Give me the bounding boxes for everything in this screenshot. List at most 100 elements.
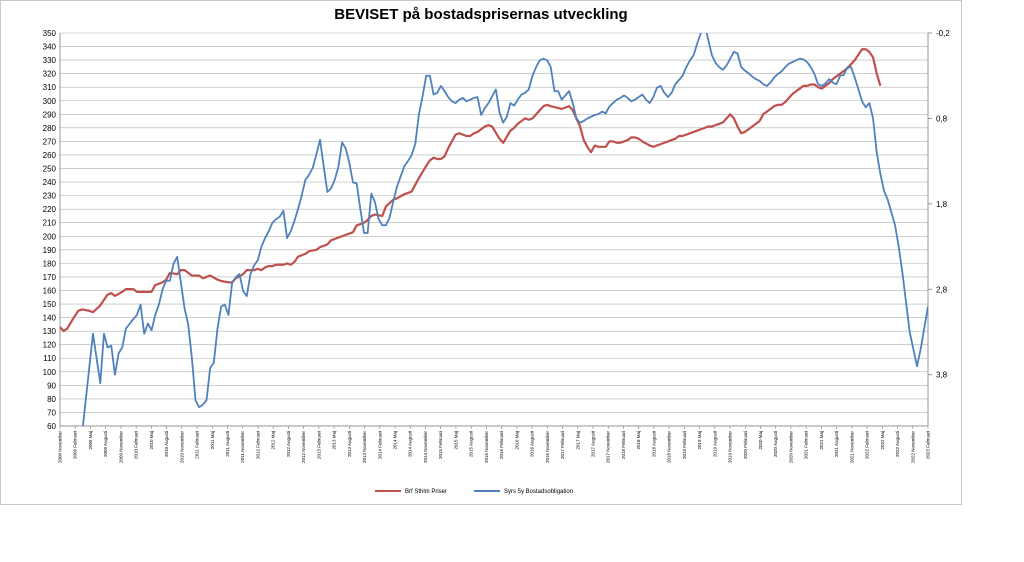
- x-tick-label: 2015 Maj: [453, 431, 458, 450]
- series-lines: [60, 33, 928, 426]
- left-tick-label: 190: [43, 246, 57, 255]
- x-tick-label: 2018 Augusti: [651, 431, 656, 457]
- x-tick-label: 2014 Augusti: [408, 431, 413, 457]
- left-tick-label: 130: [43, 327, 57, 336]
- chart-title: BEVISET på bostadsprisernas utveckling: [334, 6, 628, 23]
- x-tick-label: 2012 Februari: [255, 431, 260, 459]
- left-tick-label: 240: [43, 178, 57, 187]
- x-tick-label: 2021 Maj: [819, 431, 824, 450]
- right-tick-label: 1,8: [936, 200, 948, 209]
- x-tick-label: 2011 Maj: [210, 431, 215, 449]
- x-tick-label: 2008 November: [58, 431, 63, 464]
- left-tick-label: 350: [43, 29, 57, 38]
- left-tick-label: 100: [43, 368, 57, 377]
- left-tick-label: 340: [43, 43, 57, 52]
- legend-label: Syrs 5y Bostadsobligation: [504, 489, 573, 495]
- x-tick-label: 2017 Augusti: [590, 431, 595, 457]
- x-tick-label: 2017 Februari: [560, 431, 565, 459]
- x-axis-ticks: 2008 November 2009 Februari 2009 Maj 2009 A…: [58, 426, 931, 463]
- left-tick-label: 230: [43, 192, 57, 201]
- right-tick-label: -0,2: [936, 29, 950, 38]
- left-tick-label: 70: [47, 408, 56, 417]
- right-tick-label: 3,8: [936, 371, 948, 380]
- x-tick-label: 2009 Februari: [73, 431, 78, 459]
- chart-frame: [0, 0, 962, 505]
- left-tick-label: 200: [43, 232, 57, 241]
- x-tick-label: 2019 Maj: [697, 431, 702, 450]
- x-tick-label: 2015 Augusti: [469, 431, 474, 457]
- left-tick-label: 280: [43, 124, 57, 133]
- x-tick-label: 2018 November: [667, 431, 672, 464]
- x-tick-label: 2022 November: [910, 431, 915, 464]
- x-tick-label: 2021 Februari: [804, 431, 809, 459]
- x-tick-label: 2015 November: [484, 431, 489, 464]
- line-chart: 60 70 80 90 100 110 120 130 140 150 160 170 180 190 20…: [43, 29, 951, 495]
- x-tick-label: 2013 Maj: [332, 431, 337, 450]
- legend-label: Brf Sthlm Priser: [405, 489, 447, 495]
- left-tick-label: 80: [47, 395, 56, 404]
- x-tick-label: 2016 Augusti: [530, 431, 535, 457]
- right-tick-label: 2,8: [936, 285, 948, 294]
- x-tick-label: 2011 Augusti: [225, 431, 230, 457]
- x-tick-label: 2009 Maj: [88, 431, 93, 450]
- series-line-brf-sthlm-priser: [60, 48, 882, 333]
- x-tick-label: 2010 Augusti: [164, 431, 169, 457]
- series-line-bostadsobligation: [81, 33, 928, 426]
- left-axis-ticks: 60 70 80 90 100 110 120 130 140 150 160 170 180 190 20…: [43, 29, 57, 431]
- left-tick-label: 270: [43, 137, 57, 146]
- left-tick-label: 170: [43, 273, 57, 282]
- x-tick-label: 2013 Augusti: [347, 431, 352, 457]
- left-tick-label: 120: [43, 341, 57, 350]
- x-tick-label: 2021 November: [849, 431, 854, 464]
- x-tick-label: 2015 Februari: [438, 431, 443, 459]
- left-tick-label: 220: [43, 205, 57, 214]
- x-tick-label: 2016 Februari: [499, 431, 504, 459]
- left-tick-label: 150: [43, 300, 57, 309]
- x-tick-label: 2011 November: [240, 431, 245, 463]
- x-tick-label: 2012 Augusti: [286, 431, 291, 457]
- x-tick-label: 2018 Maj: [636, 431, 641, 450]
- x-tick-label: 2019 November: [728, 431, 733, 464]
- x-tick-label: 2010 November: [179, 431, 184, 464]
- x-tick-label: 2009 Augusti: [103, 431, 108, 457]
- x-tick-label: 2020 November: [788, 431, 793, 464]
- right-tick-label: 0,8: [936, 114, 948, 123]
- x-tick-label: 2020 Maj: [758, 431, 763, 450]
- left-tick-label: 290: [43, 110, 57, 119]
- x-tick-label: 2012 November: [301, 431, 306, 464]
- left-tick-label: 320: [43, 70, 57, 79]
- x-tick-label: 2023 Februari: [926, 431, 931, 459]
- x-tick-label: 2011 Februari: [195, 431, 200, 459]
- x-tick-label: 2014 Februari: [377, 431, 382, 459]
- legend: Brf Sthlm Priser Syrs 5y Bostadsobligatio…: [375, 489, 573, 495]
- left-tick-label: 260: [43, 151, 57, 160]
- left-tick-label: 310: [43, 83, 57, 92]
- left-tick-label: 300: [43, 97, 57, 106]
- left-tick-label: 160: [43, 286, 57, 295]
- x-tick-label: 2014 Maj: [393, 431, 398, 450]
- x-tick-label: 2013 Februari: [316, 431, 321, 459]
- x-tick-label: 2009 November: [118, 431, 123, 464]
- left-tick-label: 250: [43, 165, 57, 174]
- x-tick-label: 2019 Februari: [682, 431, 687, 459]
- x-tick-label: 2010 Februari: [134, 431, 139, 459]
- x-tick-label: 2014 November: [423, 431, 428, 464]
- left-tick-label: 60: [47, 422, 56, 431]
- x-tick-label: 2017 November: [606, 431, 611, 464]
- x-tick-label: 2021 Augusti: [834, 431, 839, 457]
- x-tick-label: 2016 Maj: [514, 431, 519, 450]
- gridlines: [59, 32, 929, 427]
- left-tick-label: 330: [43, 56, 57, 65]
- left-tick-label: 110: [43, 354, 56, 363]
- x-tick-label: 2013 November: [362, 431, 367, 464]
- left-tick-label: 180: [43, 259, 57, 268]
- left-tick-label: 90: [47, 381, 56, 390]
- x-tick-label: 2022 Augusti: [895, 431, 900, 457]
- right-axis-ticks: -0,2 0,8 1,8 2,8 3,8: [928, 29, 950, 380]
- x-tick-label: 2020 Februari: [743, 431, 748, 459]
- x-tick-label: 2022 Maj: [880, 431, 885, 450]
- x-tick-label: 2019 Augusti: [712, 431, 717, 457]
- x-tick-label: 2017 Maj: [575, 431, 580, 450]
- x-tick-label: 2022 Februari: [865, 431, 870, 459]
- x-tick-label: 2012 Maj: [271, 431, 276, 450]
